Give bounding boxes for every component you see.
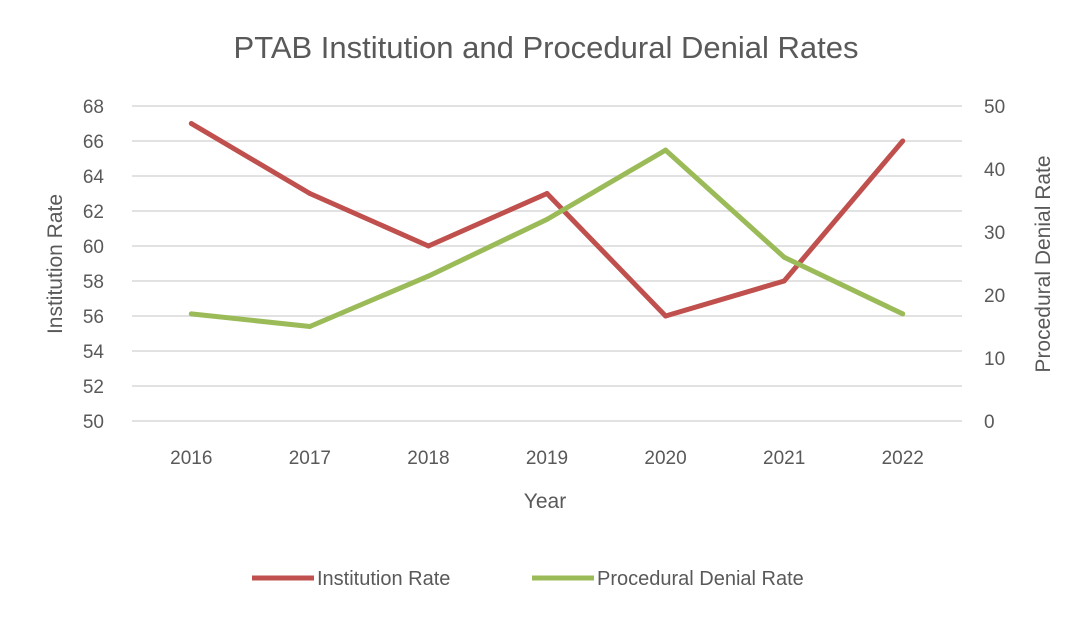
y-tick-label: 50 [83,412,104,433]
x-axis-ticks: 2016 2017 2018 2019 2020 2021 2022 [170,448,924,469]
data-point [188,121,194,126]
y2-tick-label: 0 [984,412,995,433]
y-tick-label: 66 [83,132,104,153]
data-point [307,191,313,196]
gridlines [132,105,962,422]
data-point [781,278,787,284]
left-axis-ticks: 50 52 54 56 58 60 62 64 66 68 [83,97,105,433]
data-point [663,147,669,153]
y-tick-label: 58 [83,272,104,293]
data-point [900,138,906,144]
y2-tick-label: 30 [984,223,1005,244]
y2-tick-label: 10 [984,349,1005,370]
x-tick-label: 2021 [763,448,805,469]
x-tick-label: 2016 [170,448,212,469]
x-tick-label: 2020 [644,448,686,469]
data-point [663,313,669,319]
series-lines [188,121,906,329]
data-point [900,311,906,317]
y2-tick-label: 20 [984,286,1005,307]
y-tick-label: 52 [83,377,104,398]
y-tick-label: 54 [83,342,105,363]
x-tick-label: 2019 [526,448,568,469]
y2-tick-label: 50 [984,97,1005,118]
data-point [188,311,194,317]
right-axis-ticks: 0 10 20 30 40 50 [984,97,1005,433]
y-tick-label: 56 [83,307,104,328]
x-tick-label: 2018 [407,448,449,469]
x-tick-label: 2022 [882,448,924,469]
y-tick-label: 68 [83,97,104,118]
data-point [425,243,431,249]
y-tick-label: 64 [83,167,105,188]
y2-tick-label: 40 [984,160,1005,181]
y2-axis-label: Procedural Denial Rate [1032,155,1055,372]
y-axis-label: Institution Rate [44,194,67,334]
data-point [307,324,313,329]
data-point [544,191,550,196]
x-axis-label: Year [524,490,566,513]
y-tick-label: 62 [83,202,104,223]
data-point [781,254,787,260]
data-point [425,273,431,279]
legend-label-procedural-denial-rate: Procedural Denial Rate [597,568,804,590]
chart-title: PTAB Institution and Procedural Denial R… [234,30,859,65]
data-point [544,216,550,222]
legend-label-institution-rate: Institution Rate [317,568,450,590]
y-tick-label: 60 [83,237,104,258]
legend: Institution Rate Procedural Denial Rate [252,568,804,590]
x-tick-label: 2017 [289,448,331,469]
